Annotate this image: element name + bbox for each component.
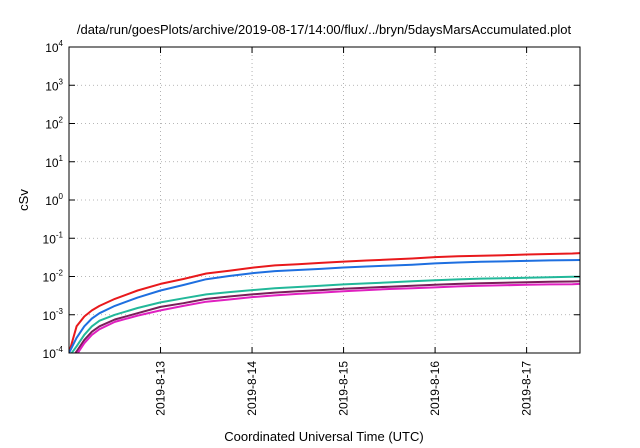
series-line-3 (70, 275, 580, 353)
y-tick-label: 10-2 (43, 269, 64, 285)
series-group (69, 252, 580, 353)
x-tick-label: 2019-8-14 (245, 361, 259, 416)
x-tick-labels: 2019-8-13 2019-8-14 2019-8-15 2019-8-16 2019… (154, 361, 534, 416)
y-tick-label: 100 (45, 192, 63, 208)
x-tick-label: 2019-8-15 (337, 361, 351, 416)
x-axis-label: Coordinated Universal Time (UTC) (224, 429, 423, 444)
x-tick-label: 2019-8-13 (154, 361, 168, 416)
y-tick-labels: 10-4 10-3 10-2 10-1 100 101 102 103 104 (43, 39, 64, 361)
x-tick-label: 2019-8-17 (520, 361, 534, 416)
chart-title: /data/run/goesPlots/archive/2019-08-17/1… (77, 22, 572, 37)
axis-ticks (69, 46, 580, 354)
y-tick-label: 101 (45, 154, 63, 170)
series-line-1 (69, 252, 580, 353)
series-line-5 (76, 282, 580, 353)
y-tick-label: 10-1 (43, 230, 64, 246)
series-line-4 (74, 280, 580, 353)
x-tick-label: 2019-8-16 (428, 361, 442, 416)
grid (69, 47, 580, 353)
series-line-2 (69, 259, 580, 353)
y-tick-label: 104 (45, 39, 63, 55)
y-tick-label: 10-4 (43, 345, 64, 361)
y-tick-label: 102 (45, 116, 63, 132)
y-axis-label: cSv (16, 189, 31, 211)
y-tick-label: 10-3 (43, 307, 64, 323)
y-tick-label: 103 (45, 77, 63, 93)
